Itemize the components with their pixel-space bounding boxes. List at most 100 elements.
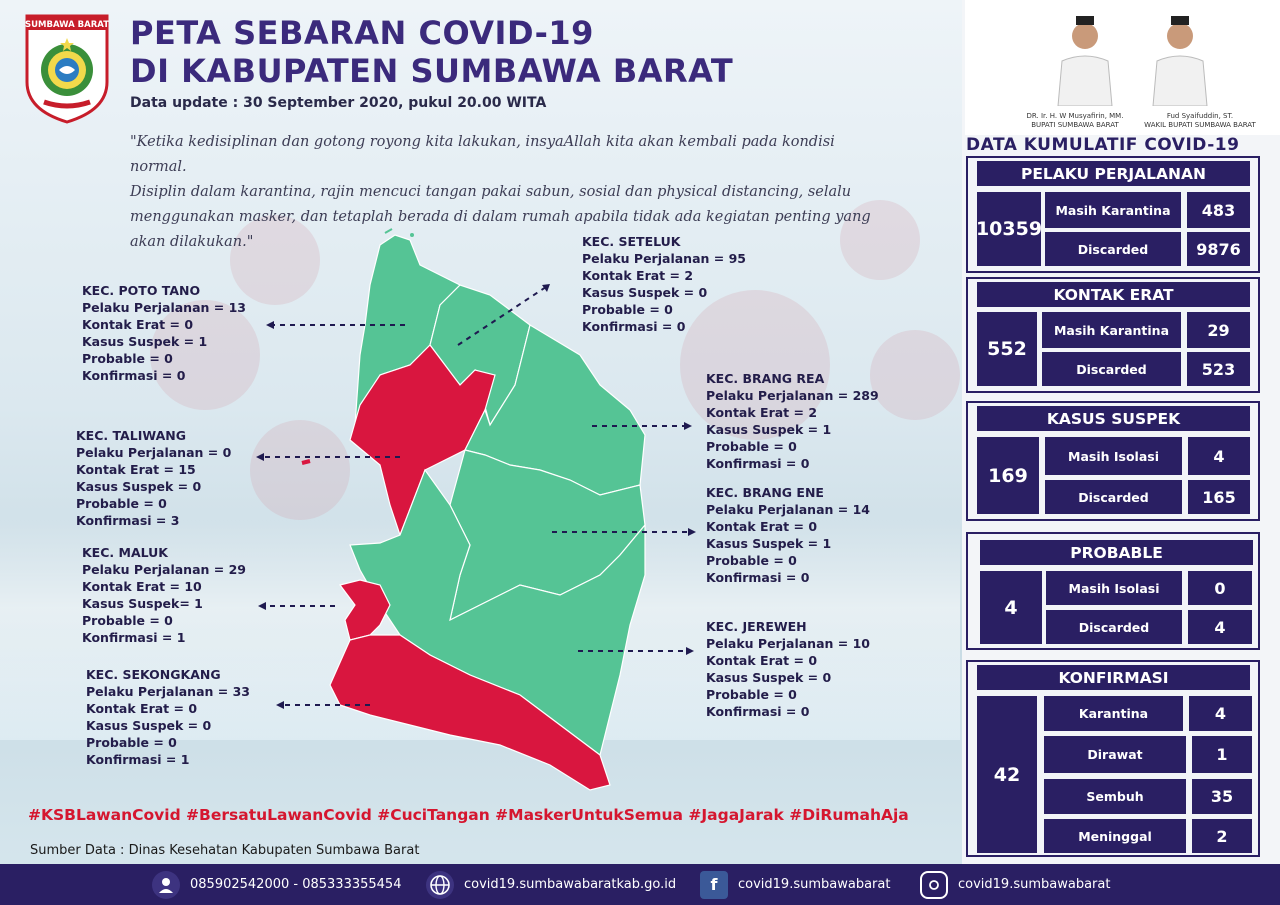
district-stat: Probable = 0	[706, 687, 797, 702]
section-heading: KONFIRMASI	[977, 665, 1250, 690]
row-label: Masih Isolasi	[1046, 571, 1182, 605]
total-value: 4	[980, 571, 1042, 644]
wakil-caption: Fud Syaifuddin, ST. WAKIL BUPATI SUMBAWA…	[1125, 112, 1275, 130]
district-stat: Kontak Erat = 10	[82, 579, 202, 594]
facebook-link[interactable]: covid19.sumbawabarat	[738, 877, 891, 892]
row-label: Karantina	[1044, 696, 1183, 731]
row-value: 29	[1187, 312, 1250, 348]
bupati-photo	[1050, 6, 1120, 106]
quote-line: akan dilakukan."	[130, 234, 254, 250]
district-name: KEC. BRANG REA	[706, 371, 825, 386]
district-stat: Kasus Suspek = 1	[82, 334, 208, 349]
instagram-link[interactable]: covid19.sumbawabarat	[958, 877, 1111, 892]
district-stat: Konfirmasi = 0	[706, 704, 810, 719]
district-stat: Kasus Suspek = 0	[76, 479, 202, 494]
bupati-name: DR. Ir. H. W Musyafirin, MM.	[1026, 112, 1124, 120]
logo-text: SUMBAWA BARAT	[25, 20, 109, 30]
virus-decoration	[870, 330, 960, 420]
footer-phone: 085902542000 - 085333355454	[152, 864, 401, 905]
facebook-icon: f	[700, 870, 728, 899]
district-name: KEC. JEREWEH	[706, 619, 807, 634]
district-stat: Probable = 0	[82, 613, 173, 628]
arrowhead	[266, 321, 274, 329]
total-value: 10359	[976, 192, 1042, 266]
row-label: Meninggal	[1044, 819, 1186, 853]
district-stat: Kontak Erat = 2	[706, 405, 818, 420]
district-stat: Probable = 0	[86, 735, 177, 750]
total-value: 42	[977, 696, 1037, 853]
row-value: 1	[1192, 736, 1252, 773]
district-stat: Pelaku Perjalanan = 0	[76, 445, 232, 460]
quote-line: menggunakan masker, dan tetaplah berada …	[130, 209, 871, 225]
update-timestamp: Data update : 30 September 2020, pukul 2…	[130, 95, 547, 111]
district-stat: Pelaku Perjalanan = 95	[582, 251, 746, 266]
map-area-sekongkang	[329, 634, 611, 791]
arrowhead	[688, 528, 696, 536]
instagram-icon	[920, 870, 948, 899]
district-map	[301, 228, 646, 791]
district-poto-tano: KEC. POTO TANO Pelaku Perjalanan = 13 Ko…	[82, 282, 246, 384]
district-stat: Probable = 0	[76, 496, 167, 511]
district-stat: Kontak Erat = 0	[706, 653, 818, 668]
district-stat: Kasus Suspek = 1	[706, 422, 832, 437]
regency-logo: SUMBAWA BARAT	[25, 14, 109, 124]
footer-website[interactable]: covid19.sumbawabaratkab.go.id	[426, 864, 676, 905]
page-title-line2: DI KABUPATEN SUMBAWA BARAT	[130, 52, 734, 90]
district-stat: Pelaku Perjalanan = 33	[86, 684, 250, 699]
bupati-title: BUPATI SUMBAWA BARAT	[1031, 121, 1119, 129]
row-label: Discarded	[1042, 352, 1181, 386]
map-area-jereweh	[349, 468, 646, 757]
district-name: KEC. POTO TANO	[82, 283, 201, 298]
district-stat: Kasus Suspek = 0	[706, 670, 832, 685]
map-area-maluk	[338, 579, 391, 641]
row-value: 483	[1187, 192, 1250, 228]
district-seteluk: KEC. SETELUK Pelaku Perjalanan = 95 Kont…	[582, 233, 746, 335]
row-value: 523	[1187, 352, 1250, 386]
globe-icon	[426, 870, 454, 899]
district-stat: Konfirmasi = 3	[76, 513, 180, 528]
row-label: Discarded	[1045, 480, 1182, 514]
virus-decoration	[250, 420, 350, 520]
row-label: Masih Karantina	[1042, 312, 1181, 348]
district-stat: Kasus Suspek = 0	[86, 718, 212, 733]
row-value: 35	[1192, 779, 1252, 814]
row-label: Dirawat	[1044, 736, 1186, 773]
district-stat: Konfirmasi = 1	[86, 752, 190, 767]
district-stat: Kontak Erat = 15	[76, 462, 196, 477]
row-value: 4	[1188, 437, 1250, 475]
district-stat: Kontak Erat = 0	[706, 519, 818, 534]
arrowhead	[276, 701, 284, 709]
section-heading: PROBABLE	[980, 540, 1253, 565]
footer-instagram[interactable]: covid19.sumbawabarat	[920, 864, 1110, 905]
bupati-caption: DR. Ir. H. W Musyafirin, MM. BUPATI SUMB…	[1015, 112, 1135, 130]
district-stat: Kontak Erat = 2	[582, 268, 694, 283]
district-stat: Kontak Erat = 0	[86, 701, 198, 716]
district-sekongkang: KEC. SEKONGKANG Pelaku Perjalanan = 33 K…	[86, 666, 250, 768]
hashtags: #KSBLawanCovid #BersatuLawanCovid #CuciT…	[28, 806, 909, 824]
district-brang-ene: KEC. BRANG ENE Pelaku Perjalanan = 14 Ko…	[706, 484, 870, 586]
row-label: Masih Karantina	[1045, 192, 1181, 228]
cumulative-title: DATA KUMULATIF COVID-19	[966, 135, 1240, 155]
row-value: 4	[1189, 696, 1252, 731]
total-value: 169	[977, 437, 1039, 514]
row-label: Discarded	[1045, 232, 1181, 266]
arrowhead	[256, 453, 264, 461]
arrowhead	[686, 647, 694, 655]
footer-facebook[interactable]: f covid19.sumbawabarat	[700, 864, 890, 905]
website-link[interactable]: covid19.sumbawabaratkab.go.id	[464, 877, 677, 892]
district-stat: Kontak Erat = 0	[82, 317, 194, 332]
row-label: Masih Isolasi	[1045, 437, 1182, 475]
wakil-title: WAKIL BUPATI SUMBAWA BARAT	[1144, 121, 1256, 129]
row-value: 2	[1192, 819, 1252, 853]
row-value: 4	[1188, 610, 1252, 644]
footer-bar	[0, 864, 1280, 905]
district-taliwang: KEC. TALIWANG Pelaku Perjalanan = 0 Kont…	[76, 427, 231, 529]
section-heading: PELAKU PERJALANAN	[977, 161, 1250, 186]
district-jereweh: KEC. JEREWEH Pelaku Perjalanan = 10 Kont…	[706, 618, 870, 720]
row-label: Discarded	[1046, 610, 1182, 644]
section-heading: KASUS SUSPEK	[977, 406, 1250, 431]
district-stat: Pelaku Perjalanan = 10	[706, 636, 870, 651]
district-stat: Konfirmasi = 1	[82, 630, 186, 645]
district-name: KEC. TALIWANG	[76, 428, 186, 443]
district-stat: Konfirmasi = 0	[82, 368, 186, 383]
